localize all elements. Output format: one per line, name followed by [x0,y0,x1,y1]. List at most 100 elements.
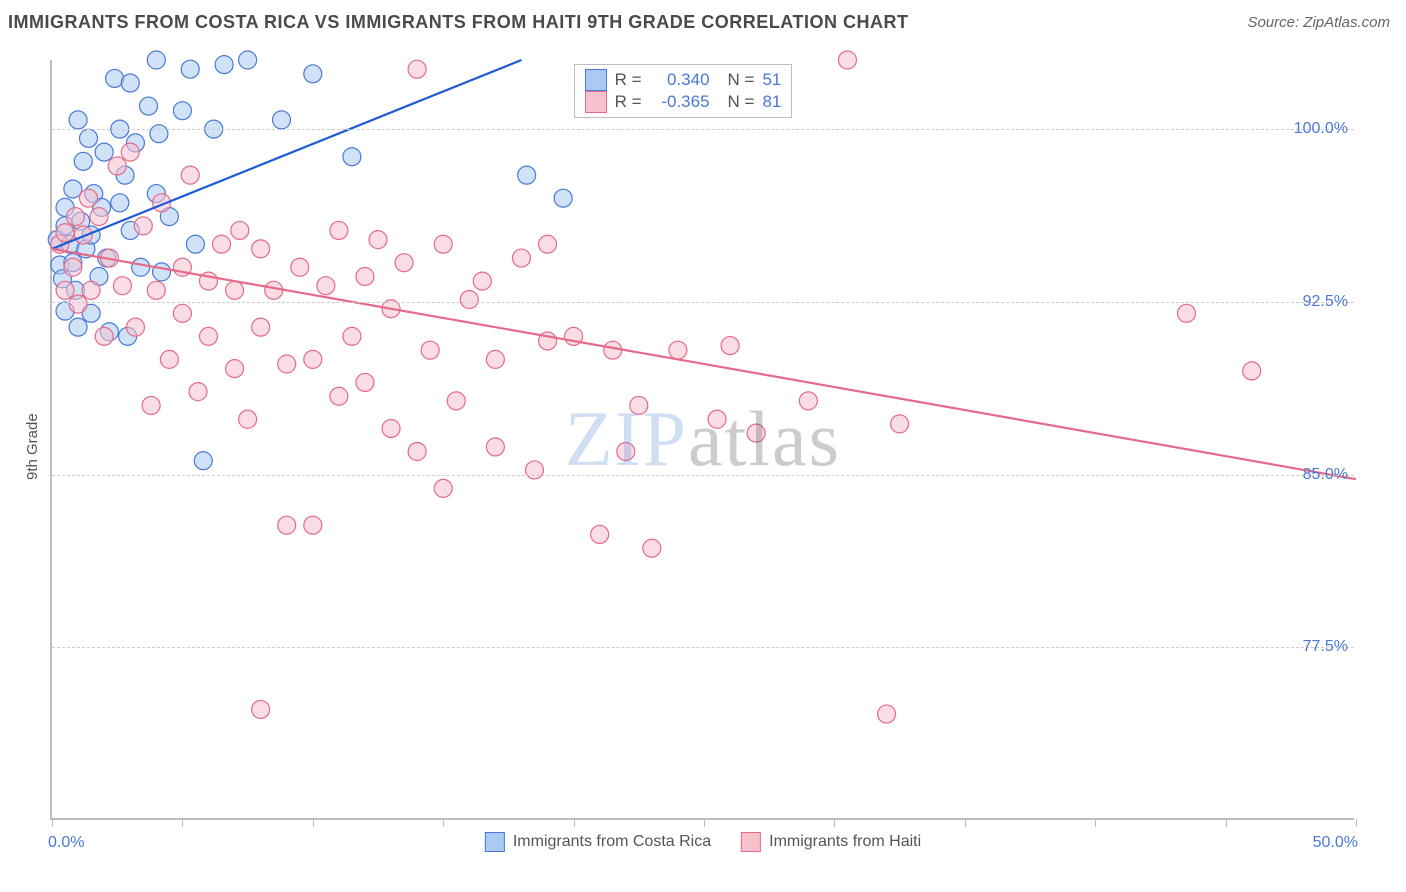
x-tick [704,819,705,827]
data-point [108,157,126,175]
data-point [539,235,557,253]
data-point [799,392,817,410]
data-point [721,337,739,355]
data-point [591,525,609,543]
y-tick-label: 77.5% [1303,638,1348,656]
data-point [252,700,270,718]
data-point [356,267,374,285]
legend-n-label: N = [728,92,755,112]
data-point [74,226,92,244]
data-point [66,208,84,226]
data-point [64,258,82,276]
data-point [330,221,348,239]
data-point [1177,304,1195,322]
data-point [239,410,257,428]
legend-n-value: 51 [762,70,781,90]
data-point [343,148,361,166]
data-point [56,224,74,242]
data-point [434,235,452,253]
data-point [1243,362,1261,380]
x-tick [443,819,444,827]
data-point [369,231,387,249]
data-point [669,341,687,359]
data-point [153,263,171,281]
data-point [512,249,530,267]
x-axis-min-label: 0.0% [48,834,84,852]
data-point [80,189,98,207]
gridline [52,647,1354,648]
data-point [132,258,150,276]
data-point [304,516,322,534]
data-point [80,129,98,147]
legend-r-value: -0.365 [650,92,710,112]
data-point [460,291,478,309]
data-point [317,277,335,295]
data-point [74,152,92,170]
data-point [486,438,504,456]
y-tick-label: 85.0% [1303,466,1348,484]
data-point [95,327,113,345]
data-point [239,51,257,69]
data-point [173,304,191,322]
data-point [142,396,160,414]
legend-item: Immigrants from Costa Rica [485,832,711,852]
data-point [111,194,129,212]
y-tick-label: 100.0% [1294,120,1348,138]
x-tick [574,819,575,827]
data-point [486,350,504,368]
data-point [226,281,244,299]
x-tick [965,819,966,827]
legend-r-value: 0.340 [650,70,710,90]
x-tick [52,819,53,827]
x-tick [1095,819,1096,827]
data-point [139,97,157,115]
legend-regression: R =0.340N =51R =-0.365N =81 [574,64,793,118]
data-point [199,327,217,345]
data-point [150,125,168,143]
data-point [278,516,296,534]
data-point [878,705,896,723]
data-point [617,443,635,461]
x-tick [834,819,835,827]
data-point [891,415,909,433]
y-axis-label: 9th Grade [24,413,41,480]
data-point [215,56,233,74]
data-point [113,277,131,295]
plot-area: ZIPatlas R =0.340N =51R =-0.365N =81 Imm… [50,60,1354,820]
data-point [95,143,113,161]
data-point [356,373,374,391]
data-point [447,392,465,410]
data-point [518,166,536,184]
data-point [194,452,212,470]
data-point [147,51,165,69]
legend-row: R =-0.365N =81 [585,91,782,113]
legend-n-label: N = [728,70,755,90]
legend-r-label: R = [615,70,642,90]
legend-r-label: R = [615,92,642,112]
data-point [525,461,543,479]
legend-swatch [585,69,607,91]
data-point [213,235,231,253]
legend-swatch [741,832,761,852]
chart-title: IMMIGRANTS FROM COSTA RICA VS IMMIGRANTS… [8,12,908,33]
legend-series: Immigrants from Costa RicaImmigrants fro… [485,832,921,852]
regression-line [52,249,1356,479]
data-point [126,318,144,336]
chart-source: Source: ZipAtlas.com [1247,14,1390,31]
data-point [231,221,249,239]
x-tick [1356,819,1357,827]
data-point [82,281,100,299]
data-point [226,360,244,378]
data-point [708,410,726,428]
chart-svg [52,60,1354,818]
data-point [121,143,139,161]
data-point [121,74,139,92]
data-point [69,295,87,313]
data-point [252,318,270,336]
gridline [52,475,1354,476]
data-point [747,424,765,442]
x-tick [182,819,183,827]
x-tick [1226,819,1227,827]
legend-series-name: Immigrants from Costa Rica [513,833,711,851]
data-point [421,341,439,359]
